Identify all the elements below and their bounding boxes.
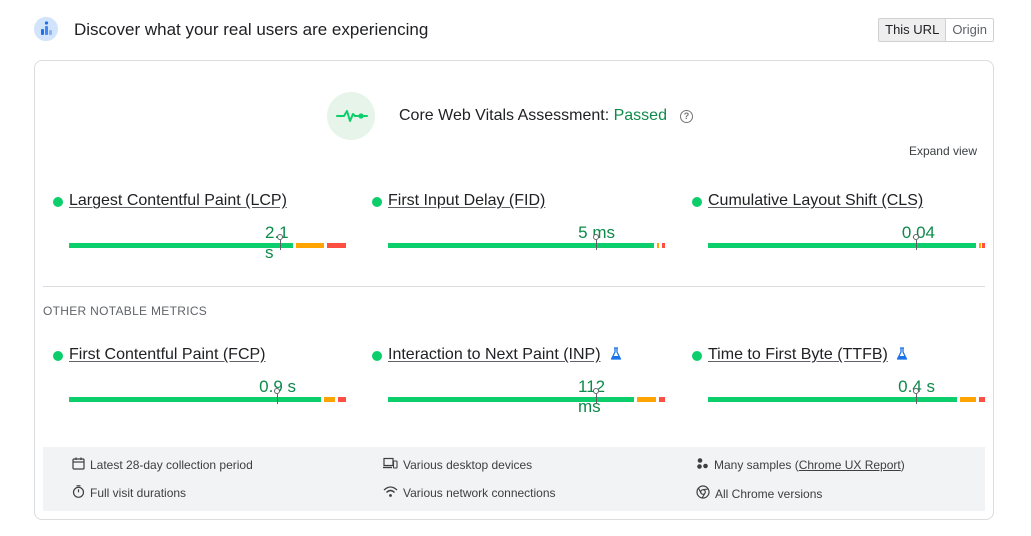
status-dot-good — [53, 351, 63, 361]
visit-durations-text: Full visit durations — [90, 486, 187, 500]
distribution-bar — [388, 388, 665, 404]
distribution-segment-good — [69, 243, 294, 248]
network-text: Various network connections — [403, 486, 556, 500]
chrome-versions-item: All Chrome versions — [696, 485, 822, 502]
distribution-segment-good — [388, 243, 654, 248]
metric-value-fcp: 0.9 s — [259, 377, 296, 396]
url-origin-toggle: This URL Origin — [878, 18, 994, 42]
distribution-segment-good — [708, 243, 977, 248]
metric-name-cls[interactable]: Cumulative Layout Shift (CLS) — [708, 192, 924, 209]
distribution-segment-good — [708, 397, 958, 402]
metric-value-ttfb: 0.4 s — [898, 377, 935, 396]
samples-suffix: ) — [900, 458, 905, 472]
distribution-bar — [69, 234, 346, 250]
assessment-heading: Core Web Vitals Assessment: Passed — [399, 107, 667, 125]
distribution-segment-poor — [662, 243, 665, 248]
status-dot-good — [372, 351, 382, 361]
toggle-this-url[interactable]: This URL — [879, 19, 947, 41]
distribution-segment-good — [388, 397, 635, 402]
distribution-segment-poor — [979, 397, 985, 402]
chrome-versions-text: All Chrome versions — [715, 486, 823, 501]
p75-marker-line — [596, 240, 597, 250]
metric-name-inp[interactable]: Interaction to Next Paint (INP) — [388, 346, 601, 363]
distribution-segment-needs-improvement — [637, 397, 657, 402]
distribution-segment-poor — [659, 397, 665, 402]
distribution-segment-needs-improvement — [960, 397, 977, 402]
flask-icon — [896, 347, 908, 361]
other-metrics-heading: OTHER NOTABLE METRICS — [43, 304, 208, 318]
metric-name-lcp[interactable]: Largest Contentful Paint (LCP) — [69, 192, 287, 209]
metric-lcp: Largest Contentful Paint (LCP) 2.1 s — [53, 192, 346, 262]
devices-text: Various desktop devices — [403, 458, 533, 472]
metric-fcp: First Contentful Paint (FCP) 0.9 s — [53, 346, 346, 416]
assessment-label: Core Web Vitals Assessment: — [399, 107, 614, 124]
devices-item: Various desktop devices — [383, 457, 532, 473]
distribution-segment-needs-improvement — [656, 243, 660, 248]
metric-value-fid: 5 ms — [578, 223, 615, 242]
p75-marker — [913, 388, 919, 394]
status-dot-good — [372, 197, 382, 207]
help-circle-icon[interactable]: ? — [680, 110, 693, 123]
timer-icon — [72, 485, 90, 501]
visit-durations-item: Full visit durations — [72, 485, 186, 501]
p75-marker — [593, 234, 599, 240]
metric-name-fid[interactable]: First Input Delay (FID) — [388, 192, 546, 209]
status-dot-good — [692, 197, 702, 207]
p75-marker — [274, 388, 280, 394]
distribution-bar — [388, 234, 665, 250]
metric-cls: Cumulative Layout Shift (CLS) 0.04 — [692, 192, 985, 262]
network-item: Various network connections — [383, 485, 556, 501]
chrome-icon — [696, 485, 715, 502]
status-dot-good — [53, 197, 63, 207]
distribution-bar — [708, 234, 985, 250]
p75-marker — [913, 234, 919, 240]
wifi-icon — [383, 485, 403, 501]
distribution-segment-poor — [337, 397, 346, 402]
distribution-segment-poor — [982, 243, 985, 248]
p75-marker-line — [277, 394, 278, 404]
p75-marker-line — [280, 240, 281, 250]
distribution-segment-needs-improvement — [296, 243, 324, 248]
metric-fid: First Input Delay (FID) 5 ms — [372, 192, 665, 262]
distribution-segment-good — [69, 397, 321, 402]
field-data-card: Core Web Vitals Assessment: Passed ? Exp… — [34, 60, 994, 520]
metric-name-ttfb[interactable]: Time to First Byte (TTFB) — [708, 346, 888, 363]
p75-marker — [277, 234, 283, 240]
status-dot-good — [692, 351, 702, 361]
samples-item: Many samples (Chrome UX Report) — [696, 457, 905, 473]
pulse-icon — [327, 92, 375, 140]
collection-period-item: Latest 28-day collection period — [72, 457, 253, 473]
people-icon — [696, 457, 714, 473]
distribution-segment-poor — [326, 243, 346, 248]
calendar-icon — [72, 457, 90, 473]
chrome-ux-report-link[interactable]: Chrome UX Report — [798, 458, 901, 472]
p75-marker-line — [596, 394, 597, 404]
collection-period-text: Latest 28-day collection period — [90, 458, 253, 472]
crux-logo-icon — [34, 17, 58, 41]
p75-marker — [593, 388, 599, 394]
assessment-status: Passed — [613, 107, 667, 124]
metric-ttfb: Time to First Byte (TTFB) 0.4 s — [692, 346, 985, 416]
toggle-origin[interactable]: Origin — [946, 19, 993, 41]
p75-marker-line — [916, 394, 917, 404]
p75-marker-line — [916, 240, 917, 250]
page-title: Discover what your real users are experi… — [74, 20, 429, 39]
distribution-bar — [708, 388, 985, 404]
samples-prefix: Many samples ( — [714, 458, 799, 472]
expand-view-button[interactable]: Expand view — [908, 144, 977, 158]
distribution-segment-needs-improvement — [323, 397, 335, 402]
devices-icon — [383, 457, 403, 473]
section-divider — [43, 286, 985, 287]
distribution-bar — [69, 388, 346, 404]
page-header: Discover what your real users are experi… — [34, 16, 994, 46]
collection-info-footer: Latest 28-day collection period Full vis… — [43, 447, 985, 511]
flask-icon — [610, 347, 622, 361]
metric-value-cls: 0.04 — [901, 223, 935, 242]
metric-inp: Interaction to Next Paint (INP) 112 ms — [372, 346, 665, 416]
distribution-segment-needs-improvement — [979, 243, 982, 248]
metric-name-fcp[interactable]: First Contentful Paint (FCP) — [69, 346, 266, 363]
